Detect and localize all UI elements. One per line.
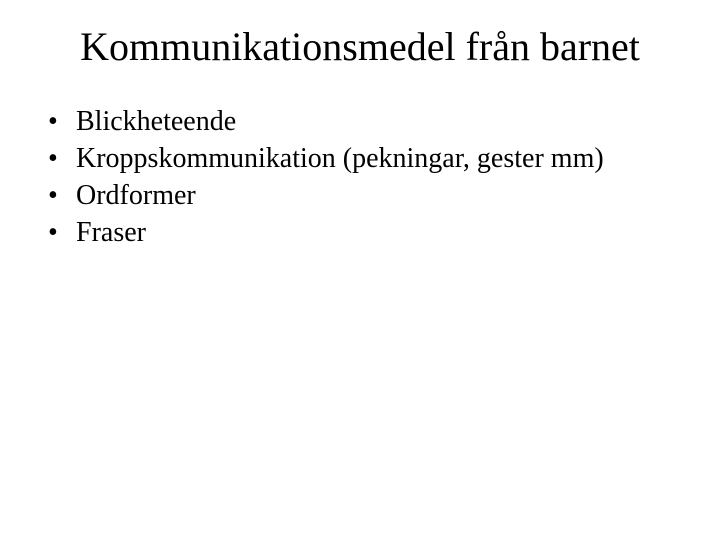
list-item: Blickheteende xyxy=(48,104,680,139)
list-item: Fraser xyxy=(48,215,680,250)
slide-container: Kommunikationsmedel från barnet Blickhet… xyxy=(0,0,720,540)
list-item: Ordformer xyxy=(48,178,680,213)
list-item: Kroppskommunikation (pekningar, gester m… xyxy=(48,141,680,176)
bullet-list: Blickheteende Kroppskommunikation (pekni… xyxy=(0,104,720,250)
slide-title: Kommunikationsmedel från barnet xyxy=(0,24,720,70)
